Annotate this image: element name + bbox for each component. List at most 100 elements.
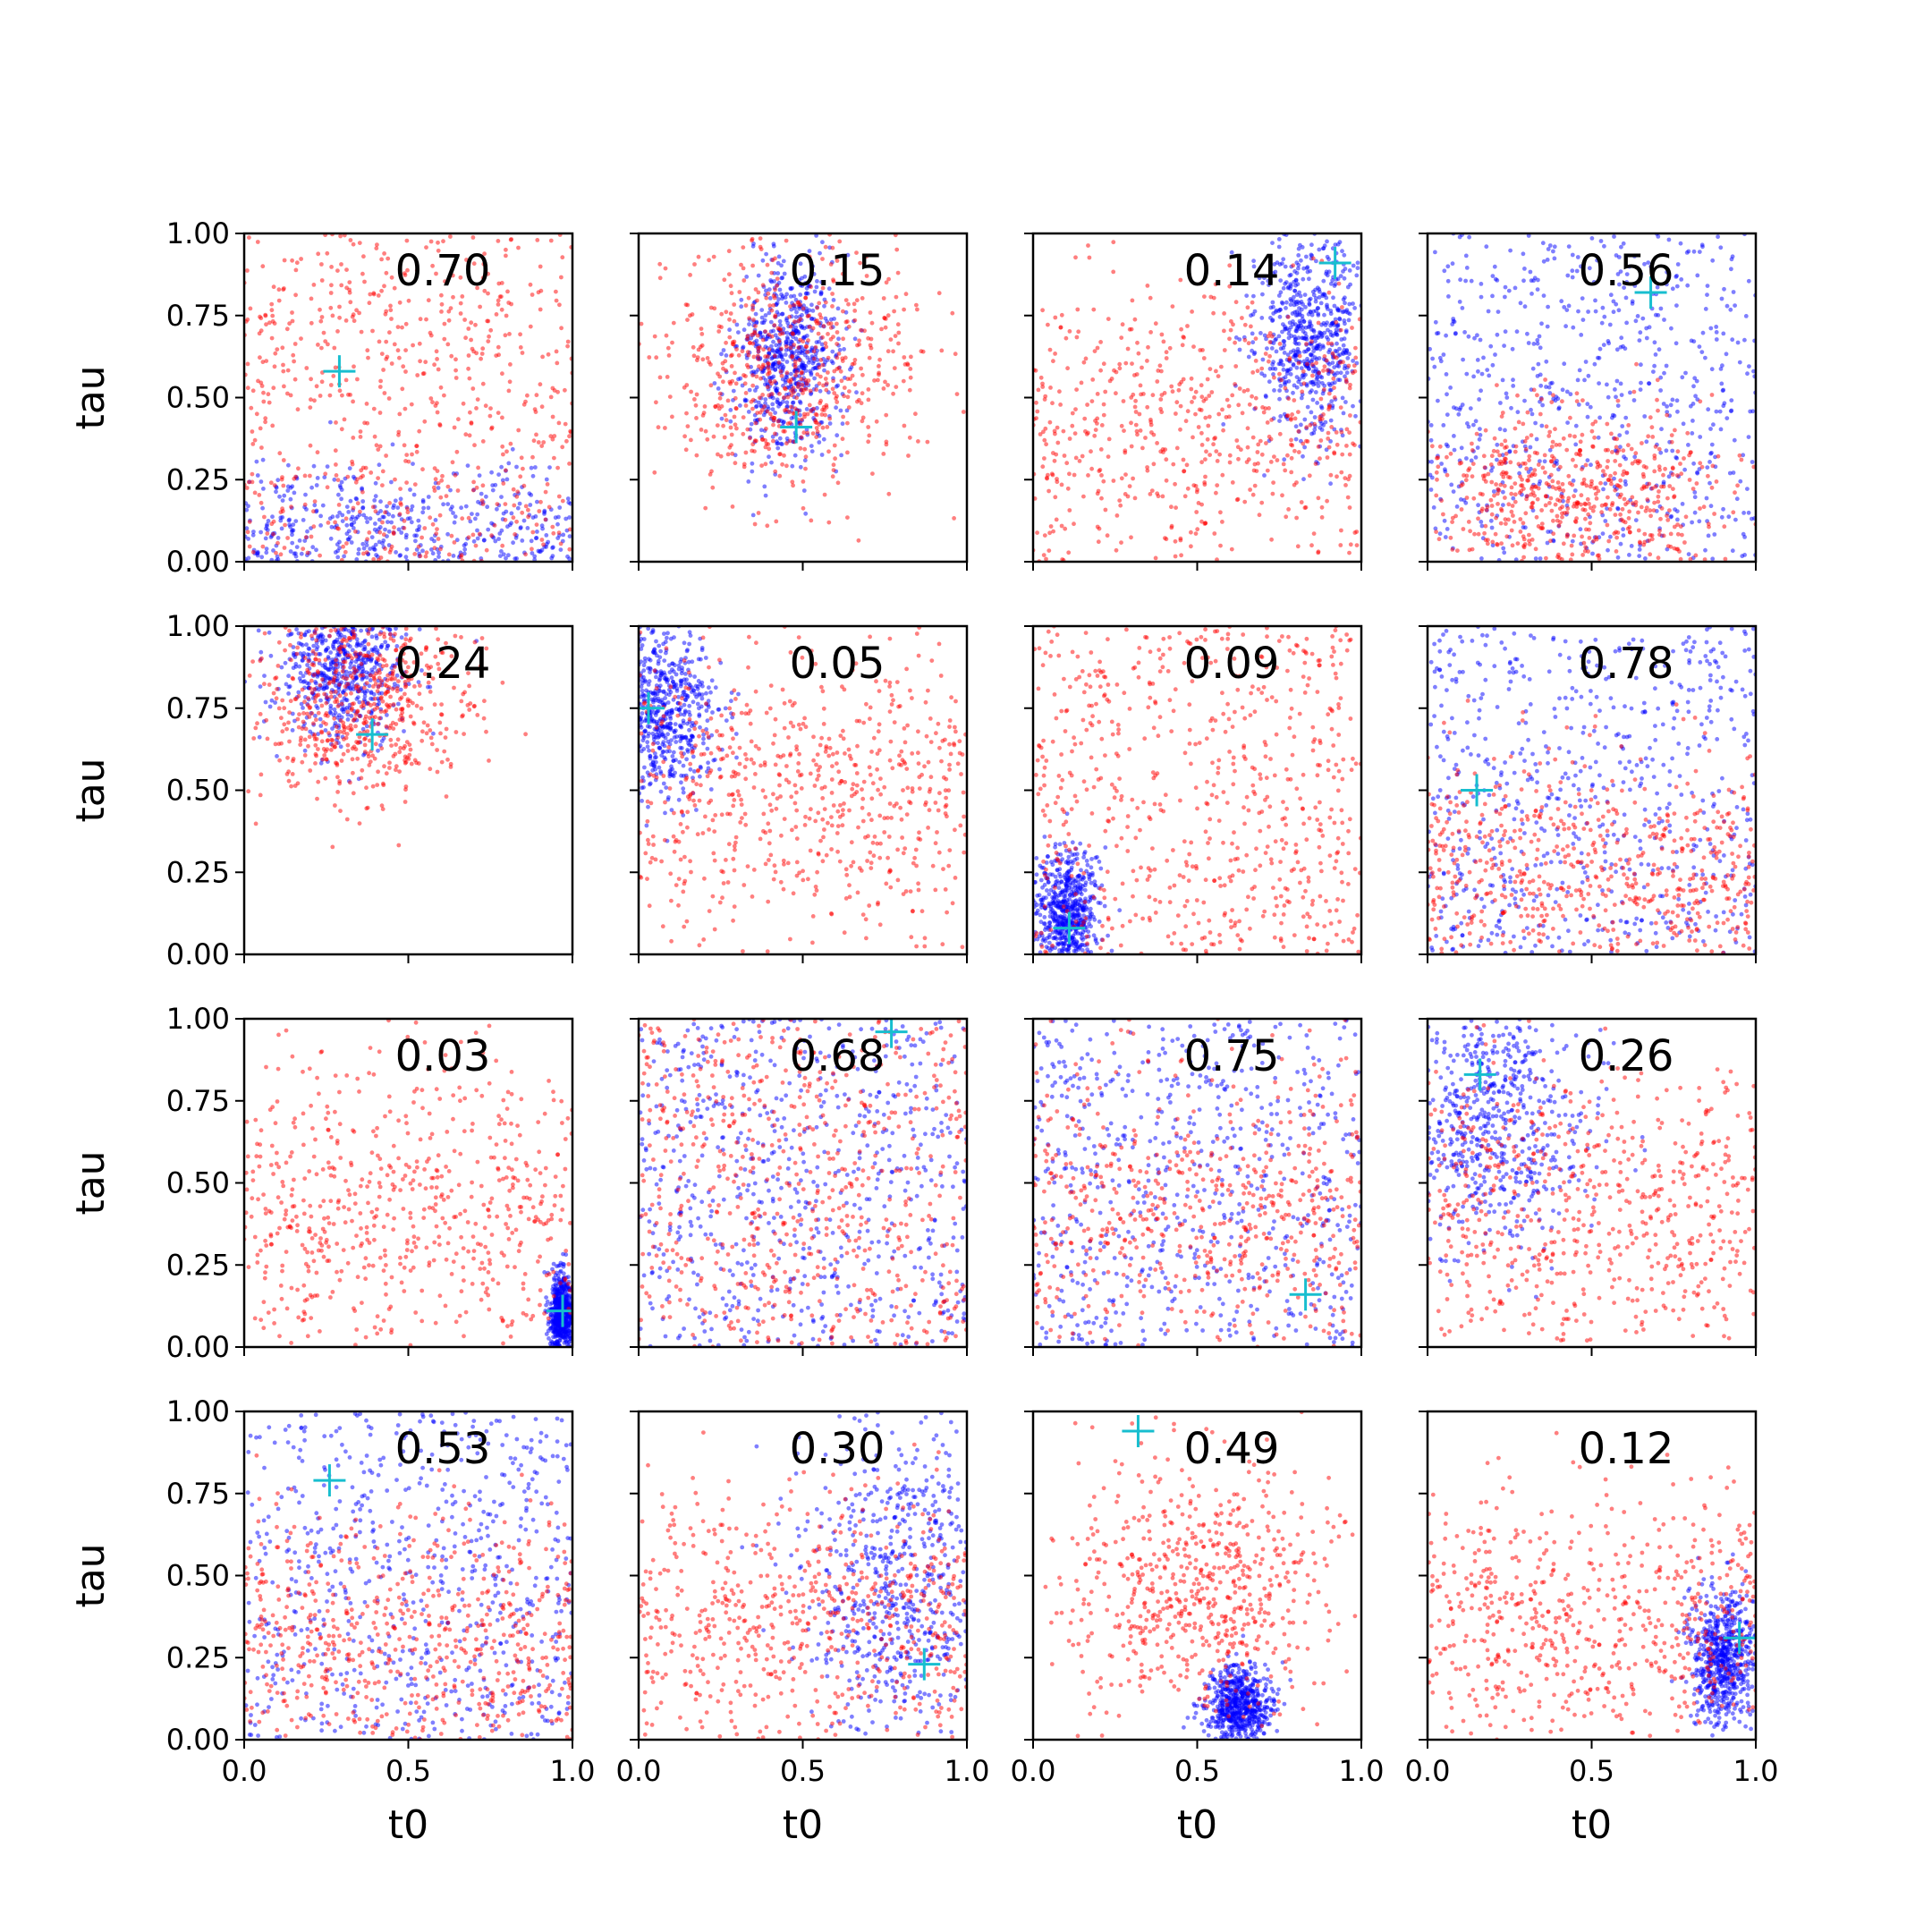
blue-point xyxy=(1334,327,1339,332)
red-point xyxy=(1099,423,1105,428)
red-point xyxy=(402,519,407,523)
blue-point xyxy=(386,512,392,517)
red-point xyxy=(869,345,874,351)
red-point xyxy=(1286,507,1291,512)
red-point xyxy=(270,313,275,318)
red-point xyxy=(797,358,802,362)
red-point xyxy=(1229,547,1234,552)
red-point xyxy=(1038,432,1043,436)
red-point xyxy=(347,287,352,292)
blue-point xyxy=(1348,282,1352,287)
red-point xyxy=(789,377,794,382)
blue-point xyxy=(771,242,776,247)
red-point xyxy=(1310,256,1316,261)
red-point xyxy=(1237,386,1242,391)
red-point xyxy=(1289,417,1293,422)
red-point xyxy=(750,307,755,312)
blue-point xyxy=(1614,394,1618,400)
blue-point xyxy=(1333,242,1338,247)
blue-point xyxy=(1691,461,1696,466)
blue-point xyxy=(1284,300,1289,305)
blue-point xyxy=(1565,420,1570,425)
panel-2: 0.15 xyxy=(630,232,969,571)
blue-point xyxy=(462,543,467,548)
red-point xyxy=(1114,369,1119,375)
blue-point xyxy=(275,557,281,562)
red-point xyxy=(433,477,438,482)
red-point xyxy=(500,543,505,548)
blue-point xyxy=(1539,423,1545,428)
red-point xyxy=(877,357,882,362)
red-point xyxy=(458,275,463,280)
blue-point xyxy=(481,538,487,543)
blue-point xyxy=(1329,399,1335,404)
blue-point xyxy=(1273,269,1278,275)
red-point xyxy=(1261,410,1267,415)
blue-point xyxy=(433,518,438,522)
red-point xyxy=(266,392,271,397)
blue-point xyxy=(1631,398,1637,402)
red-point xyxy=(458,301,463,306)
red-point xyxy=(516,245,521,250)
blue-point xyxy=(1311,349,1316,354)
red-point xyxy=(828,262,834,267)
blue-point xyxy=(741,344,746,350)
red-point xyxy=(1586,512,1591,517)
red-point xyxy=(1555,513,1560,519)
blue-point xyxy=(1479,523,1485,529)
blue-point xyxy=(509,521,513,526)
red-point xyxy=(309,296,314,301)
blue-point xyxy=(1622,285,1626,290)
red-point xyxy=(1058,402,1063,407)
red-point xyxy=(1130,361,1134,366)
red-point xyxy=(368,292,373,297)
red-point xyxy=(1123,450,1128,455)
blue-point xyxy=(1274,308,1279,313)
red-point xyxy=(1513,499,1518,504)
red-point xyxy=(360,271,365,276)
blue-point xyxy=(1454,504,1460,509)
blue-point xyxy=(1501,546,1506,551)
blue-point xyxy=(1445,264,1451,269)
blue-point xyxy=(1293,336,1298,342)
red-point xyxy=(886,276,891,282)
blue-point xyxy=(1292,269,1297,274)
blue-point xyxy=(389,479,394,485)
red-point xyxy=(682,385,687,390)
blue-point xyxy=(411,462,415,466)
blue-point xyxy=(802,335,808,339)
red-point xyxy=(1072,431,1078,436)
red-point xyxy=(1521,521,1526,526)
red-point xyxy=(692,262,697,267)
blue-point xyxy=(1545,324,1550,329)
blue-point xyxy=(286,518,292,523)
red-point xyxy=(1479,509,1484,513)
blue-point xyxy=(479,491,484,496)
blue-point xyxy=(1288,350,1293,354)
blue-point xyxy=(809,316,815,321)
red-point xyxy=(416,544,421,549)
red-point xyxy=(343,377,349,383)
red-point xyxy=(1577,447,1582,453)
red-point xyxy=(1043,426,1048,431)
blue-point xyxy=(1317,295,1322,300)
red-point xyxy=(442,393,446,398)
blue-point xyxy=(830,349,835,354)
blue-point xyxy=(290,540,295,546)
red-point xyxy=(438,547,443,552)
red-point xyxy=(1555,497,1560,503)
panel-4-points xyxy=(1428,233,1756,562)
blue-point xyxy=(1727,470,1733,476)
blue-point xyxy=(1351,263,1356,268)
red-point xyxy=(755,333,760,338)
red-point xyxy=(1483,523,1488,529)
red-point xyxy=(519,455,524,461)
red-point xyxy=(1627,525,1632,530)
red-point xyxy=(787,410,792,415)
blue-point xyxy=(1479,520,1484,524)
red-point xyxy=(815,429,820,435)
red-point xyxy=(771,293,776,299)
red-point xyxy=(445,484,451,489)
red-point xyxy=(1348,542,1353,547)
blue-point xyxy=(788,294,793,299)
